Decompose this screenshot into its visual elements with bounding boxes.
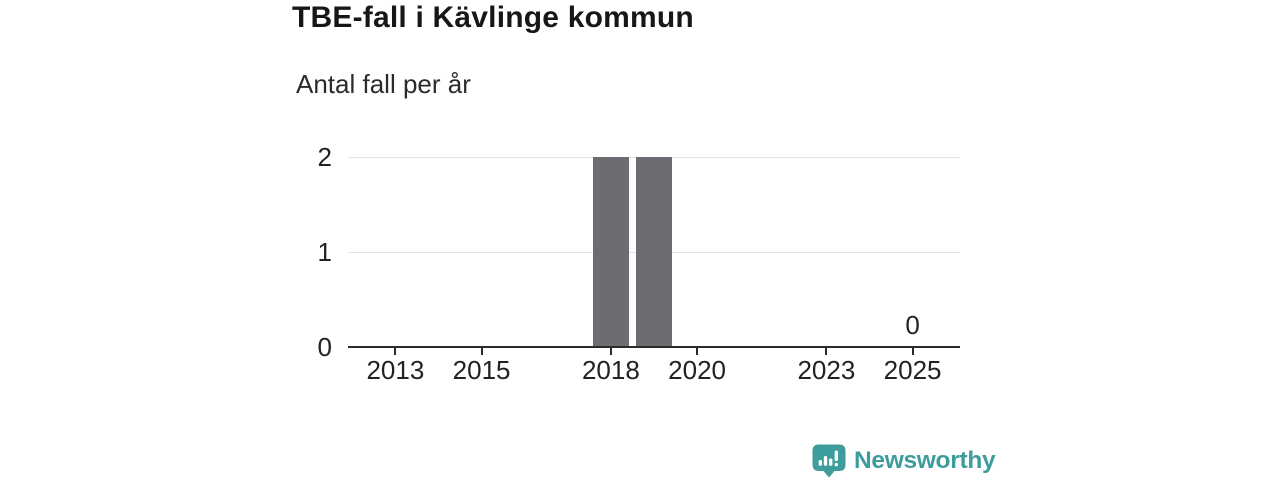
y-axis-label-2: 2: [317, 141, 332, 172]
chart-subtitle: Antal fall per år: [296, 69, 471, 99]
bar-2019: [636, 157, 672, 347]
y-axis-label-1: 1: [317, 236, 332, 267]
x-axis-label-2013: 2013: [366, 355, 425, 385]
chart-title: TBE-fall i Kävlinge kommun: [292, 1, 694, 34]
newsworthy-logo: Newsworthy: [812, 444, 996, 478]
x-axis-label-2020: 2020: [668, 355, 727, 385]
x-axis-label-2018: 2018: [581, 355, 640, 385]
x-axis-tick-2023: [825, 348, 828, 355]
x-axis-label-2015: 2015: [452, 355, 511, 385]
x-axis-tick-2013: [394, 348, 397, 355]
x-axis-tick-2025: [911, 348, 914, 355]
x-axis-tick-2020: [696, 348, 699, 355]
x-axis-tick-2018: [609, 348, 612, 355]
bar-2018: [592, 157, 629, 347]
x-axis-line: [348, 345, 960, 348]
x-axis-label-2025: 2025: [883, 355, 942, 385]
x-axis-tick-2015: [480, 348, 483, 355]
value-label-2025: 0: [905, 310, 920, 340]
newsworthy-speech-bubble-bar-chart-icon: [812, 444, 846, 478]
newsworthy-wordmark: Newsworthy: [854, 447, 996, 474]
x-axis-label-2023: 2023: [797, 355, 856, 385]
y-axis-label-0: 0: [317, 331, 332, 362]
